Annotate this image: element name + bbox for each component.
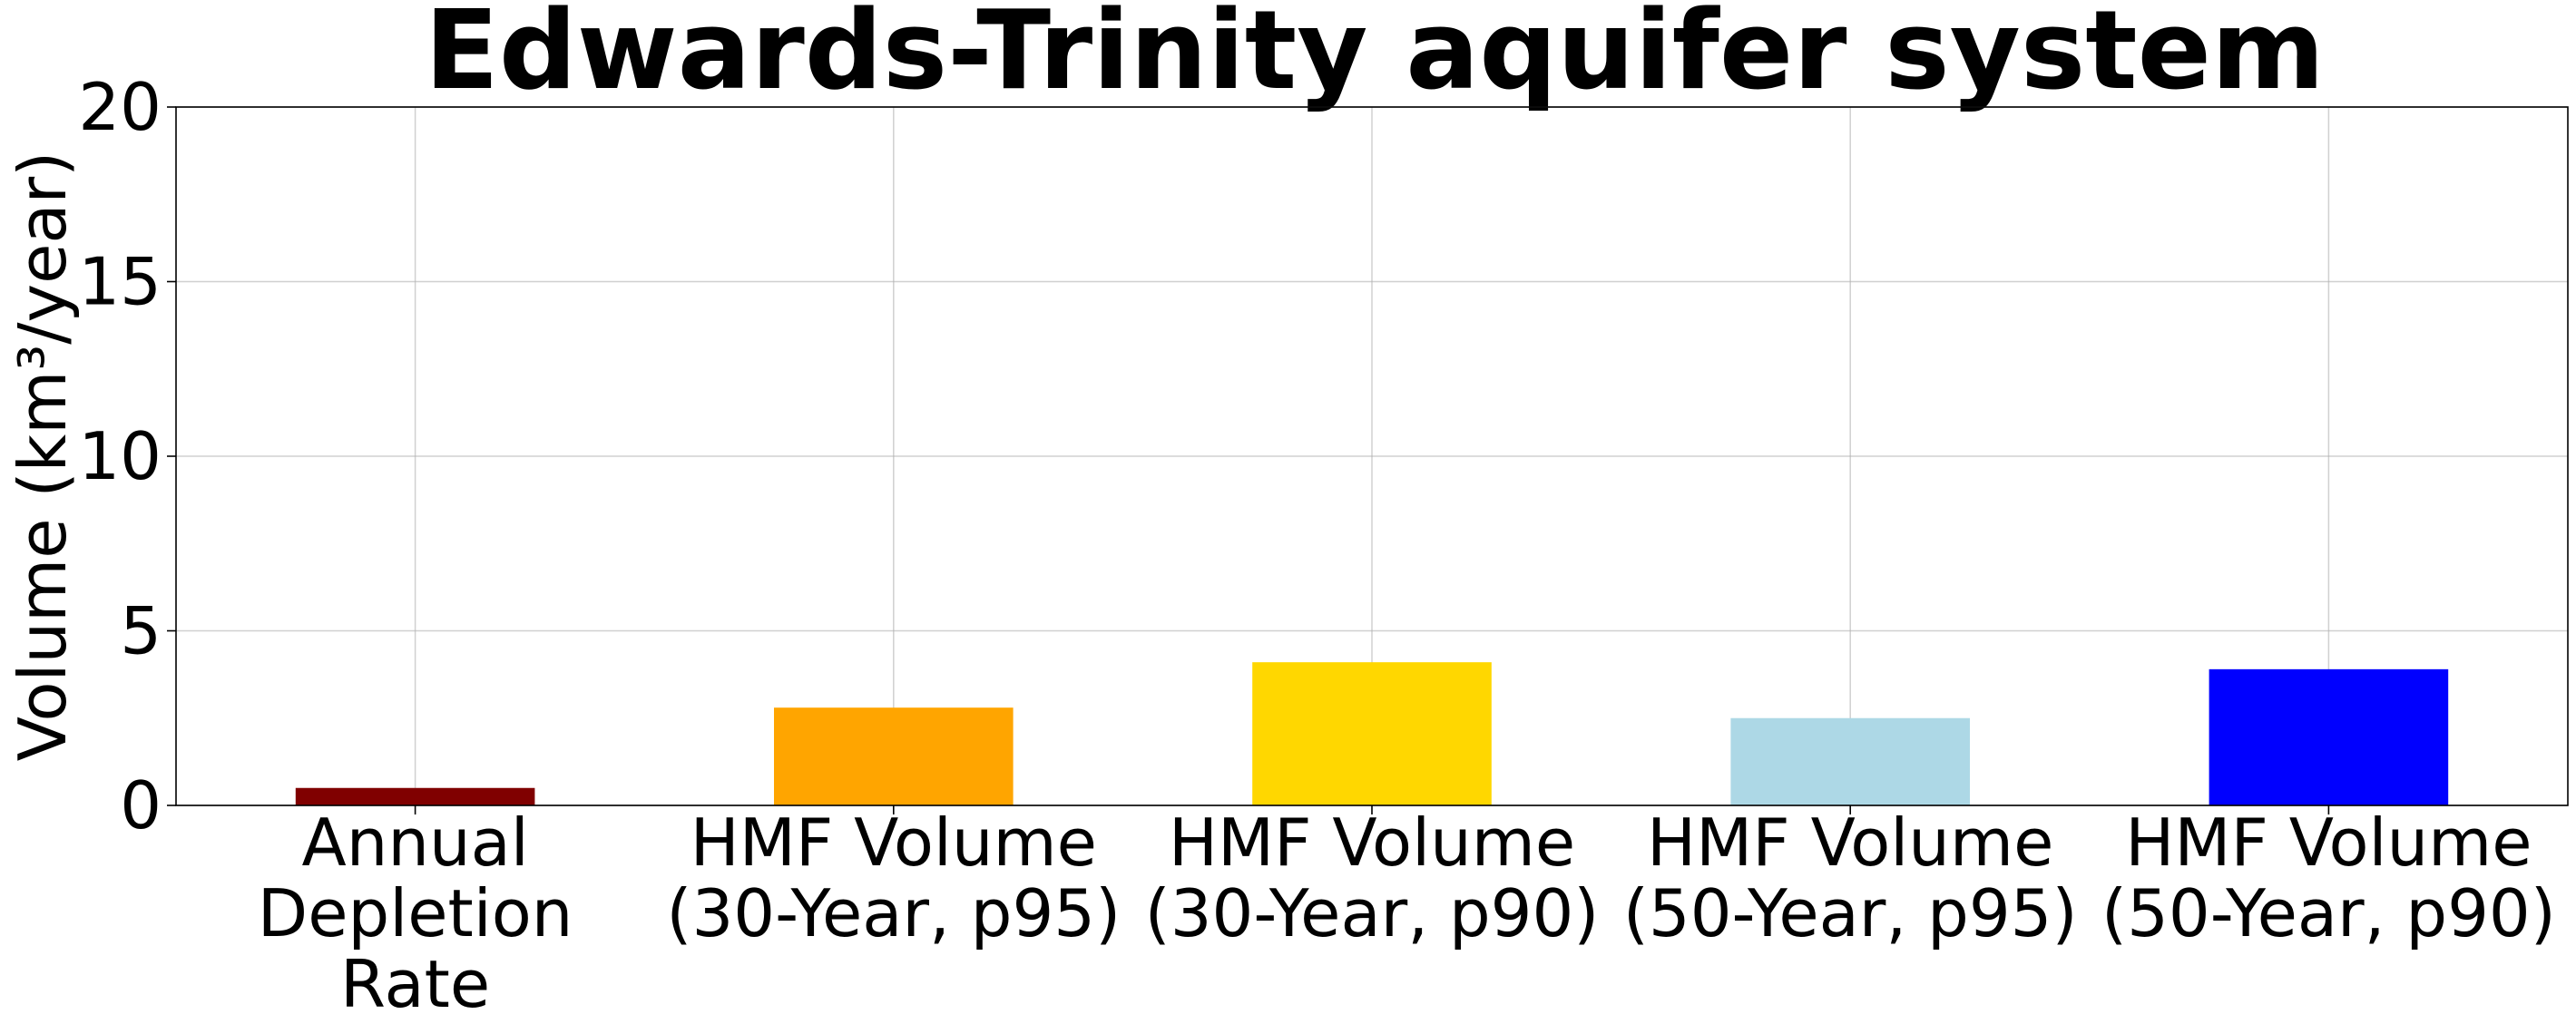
x-tick-label-line: Rate [340,946,490,1022]
x-tick-label-line: Depletion [258,875,573,951]
x-tick-label: HMF Volume (30-Year, p95) [666,805,1121,951]
x-tick-label: HMF Volume (50-Year, p95) [1623,805,2078,951]
bars [295,662,2449,805]
x-tick-label: HMF Volume (50-Year, p90) [2101,805,2556,951]
y-tick-label: 5 [120,593,162,669]
bar [1252,662,1492,805]
x-tick-label-line: (50-Year, p90) [2101,875,2556,951]
x-tick-label-line: (30-Year, p95) [666,875,1121,951]
x-tick-label: HMF Volume (30-Year, p90) [1145,805,1600,951]
x-tick-label-line: HMF Volume [1169,805,1575,881]
y-tick-labels: 0 5 10 15 20 [78,69,176,844]
bar [295,787,535,805]
bar [774,707,1014,805]
x-tick-label-line: (50-Year, p95) [1623,875,2078,951]
x-tick-label-line: (30-Year, p90) [1145,875,1600,951]
y-tick-label: 0 [120,767,162,844]
y-tick-label: 15 [78,244,162,320]
y-tick-label: 10 [78,418,162,494]
x-tick-label-line: HMF Volume [691,805,1097,881]
x-tick-label-line: HMF Volume [1647,805,2053,881]
chart-title: Edwards-Trinity aquifer system [425,0,2325,114]
x-tick-label-line: Annual [301,805,528,881]
x-tick-label-line: HMF Volume [2125,805,2532,881]
bar [1730,717,1970,805]
y-axis-label: Volume (km³/year) [5,151,81,761]
y-tick-label: 20 [78,69,162,145]
bar [2209,668,2449,805]
x-tick-label: Annual Depletion Rate [258,805,573,1022]
